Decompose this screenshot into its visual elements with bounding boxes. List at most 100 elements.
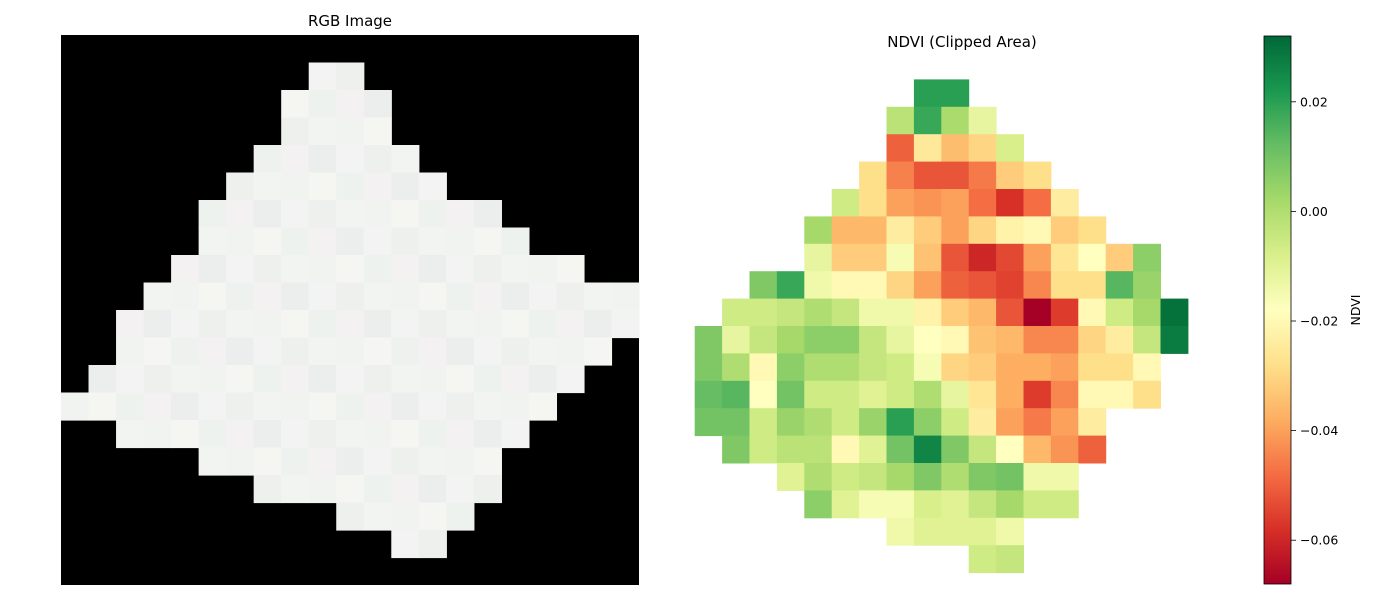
ndvi-pixel bbox=[722, 298, 750, 327]
rgb-pixel bbox=[281, 475, 310, 504]
colorbar-tick-label: −0.04 bbox=[1300, 423, 1338, 438]
ndvi-pixel bbox=[776, 326, 805, 354]
ndvi-pixel bbox=[831, 463, 860, 491]
ndvi-pixel bbox=[859, 161, 887, 190]
rgb-pixel bbox=[253, 200, 282, 229]
ndvi-pixel bbox=[831, 243, 860, 272]
rgb-pixel bbox=[308, 117, 337, 146]
rgb-pixel bbox=[198, 447, 227, 476]
rgb-pixel bbox=[391, 502, 420, 531]
rgb-pixel bbox=[363, 282, 392, 311]
ndvi-pixel bbox=[1023, 216, 1052, 245]
ndvi-pixel bbox=[913, 517, 942, 546]
ndvi-pixel bbox=[1050, 435, 1079, 464]
ndvi-pixel bbox=[859, 380, 887, 409]
rgb-pixel bbox=[253, 447, 282, 476]
rgb-pixel bbox=[391, 447, 420, 476]
ndvi-pixel bbox=[968, 326, 997, 354]
ndvi-pixel bbox=[941, 380, 970, 409]
rgb-pixel bbox=[336, 145, 365, 174]
rgb-pixel bbox=[171, 255, 200, 284]
ndvi-pixel bbox=[968, 161, 997, 190]
rgb-pixel bbox=[418, 282, 447, 311]
rgb-pixel bbox=[226, 255, 255, 284]
rgb-pixel bbox=[363, 255, 392, 284]
rgb-pixel bbox=[473, 365, 502, 394]
rgb-pixel bbox=[446, 200, 475, 229]
rgb-pixel bbox=[198, 282, 227, 311]
rgb-pixel bbox=[116, 365, 145, 394]
ndvi-pixel bbox=[886, 106, 915, 135]
ndvi-pixel bbox=[941, 161, 970, 190]
ndvi-pixel bbox=[1078, 380, 1107, 409]
ndvi-pixel bbox=[941, 243, 970, 272]
ndvi-pixel bbox=[886, 161, 915, 190]
ndvi-pixel bbox=[886, 463, 915, 491]
ndvi-pixel bbox=[996, 134, 1024, 163]
rgb-pixel bbox=[198, 255, 227, 284]
ndvi-pixel bbox=[996, 435, 1024, 464]
ndvi-pixel bbox=[996, 545, 1024, 574]
rgb-pixel bbox=[253, 172, 282, 201]
rgb-chart-title: RGB Image bbox=[307, 12, 393, 30]
ndvi-pixel bbox=[722, 380, 750, 409]
ndvi-pixel bbox=[913, 106, 942, 135]
rgb-pixel bbox=[556, 310, 585, 339]
ndvi-pixel bbox=[859, 353, 887, 382]
ndvi-pixel bbox=[968, 408, 997, 437]
ndvi-pixel bbox=[749, 408, 778, 437]
ndvi-pixel bbox=[886, 216, 915, 245]
rgb-pixel bbox=[198, 420, 227, 449]
ndvi-pixel bbox=[1050, 463, 1079, 491]
ndvi-pixel bbox=[859, 271, 887, 300]
ndvi-pixel bbox=[968, 106, 997, 135]
rgb-pixel bbox=[556, 282, 585, 311]
ndvi-pixel bbox=[749, 326, 778, 354]
rgb-pixel bbox=[501, 255, 530, 284]
rgb-pixel bbox=[116, 310, 145, 339]
rgb-pixel bbox=[363, 117, 392, 146]
rgb-pixel bbox=[446, 227, 475, 256]
ndvi-pixel bbox=[1160, 298, 1189, 327]
rgb-pixel bbox=[143, 337, 172, 366]
rgb-pixel bbox=[391, 392, 420, 421]
rgb-pixel bbox=[143, 392, 172, 421]
rgb-pixel bbox=[336, 310, 365, 339]
ndvi-pixel bbox=[1105, 326, 1134, 354]
ndvi-pixel bbox=[722, 435, 750, 464]
ndvi-pixel bbox=[886, 517, 915, 546]
rgb-pixel bbox=[281, 145, 310, 174]
ndvi-pixel bbox=[941, 408, 970, 437]
ndvi-pixel bbox=[1050, 353, 1079, 382]
ndvi-pixel bbox=[913, 79, 942, 108]
ndvi-pixel bbox=[804, 243, 833, 272]
rgb-pixel bbox=[418, 200, 447, 229]
rgb-pixel bbox=[391, 530, 420, 559]
ndvi-pixel bbox=[776, 463, 805, 491]
ndvi-pixel bbox=[1050, 326, 1079, 354]
rgb-pixel bbox=[226, 172, 255, 201]
ndvi-pixel bbox=[804, 353, 833, 382]
rgb-pixel bbox=[391, 420, 420, 449]
ndvi-pixel bbox=[886, 271, 915, 300]
rgb-pixel bbox=[418, 365, 447, 394]
ndvi-pixel bbox=[722, 408, 750, 437]
colorbar-ticks: 0.02 0.00 −0.02 −0.04 −0.06 bbox=[1291, 94, 1338, 548]
rgb-pixel bbox=[61, 392, 90, 421]
ndvi-pixel bbox=[886, 189, 915, 217]
rgb-pixel bbox=[501, 365, 530, 394]
rgb-pixel bbox=[528, 337, 558, 366]
rgb-pixel bbox=[556, 337, 585, 366]
rgb-pixel bbox=[253, 255, 282, 284]
rgb-pixel bbox=[473, 227, 502, 256]
rgb-pixel bbox=[253, 227, 282, 256]
ndvi-chart-title: NDVI (Clipped Area) bbox=[887, 33, 1037, 51]
ndvi-pixel bbox=[1050, 380, 1079, 409]
ndvi-pixel bbox=[694, 380, 723, 409]
rgb-pixel bbox=[363, 392, 392, 421]
rgb-pixel bbox=[446, 447, 475, 476]
rgb-pixel bbox=[418, 227, 447, 256]
ndvi-pixel bbox=[1050, 298, 1079, 327]
rgb-pixel bbox=[446, 337, 475, 366]
ndvi-pixel bbox=[968, 189, 997, 217]
